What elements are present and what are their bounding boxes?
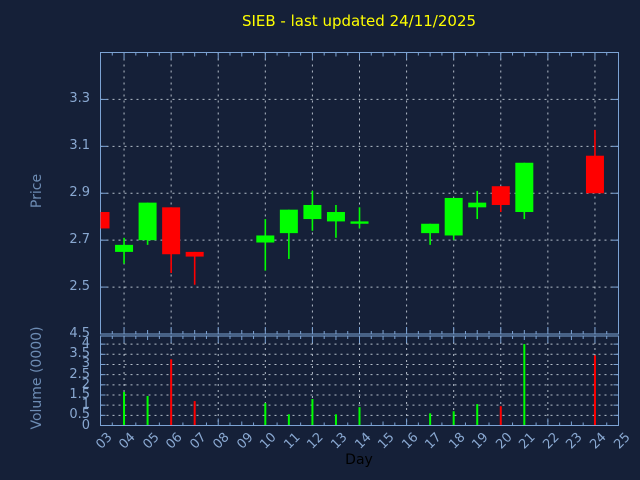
chart-title: SIEB - last updated 24/11/2025: [241, 12, 477, 30]
volume-tick-label: 2.5: [69, 366, 90, 382]
volume-tick-label: 4.5: [69, 325, 90, 341]
day-axis-title: Day: [345, 452, 373, 468]
candle-body-day-03: [100, 212, 110, 229]
candle-body-day-14: [350, 221, 369, 224]
candle-body-day-11: [279, 209, 298, 234]
gridlines: [100, 52, 619, 426]
volume-tick-label: 2: [81, 376, 90, 392]
candle-body-day-17: [421, 223, 440, 234]
candle-body-day-07: [185, 251, 204, 257]
price-tick-label: 2.7: [69, 232, 90, 248]
price-tick-label: 2.9: [69, 185, 90, 201]
candle-body-day-05: [138, 202, 157, 241]
candle-body-day-21: [515, 162, 534, 213]
volume-tick-label: 1: [81, 397, 90, 413]
candle-body-day-19: [468, 202, 487, 208]
candle-body-day-18: [444, 197, 463, 236]
candle-body-day-04: [115, 244, 134, 252]
price-tick-label: 2.5: [69, 279, 90, 295]
candle-body-day-06: [162, 207, 181, 255]
candle-body-day-10: [256, 235, 275, 243]
volume-tick-label: 3: [81, 356, 90, 372]
volume-tick-label: 4: [81, 336, 90, 352]
candle-body-day-20: [491, 186, 510, 205]
price-tick-label: 3.3: [69, 91, 90, 107]
tick-marks: [100, 52, 619, 426]
volume-tick-label: 0.5: [69, 407, 90, 423]
volume-tick-label: 0: [81, 417, 90, 433]
candle-body-day-13: [326, 212, 345, 222]
volume-tick-label: 3.5: [69, 346, 90, 362]
candle-body-day-12: [303, 204, 322, 220]
price-tick-label: 3.1: [69, 138, 90, 154]
candles: [100, 129, 604, 285]
candle-body-day-24: [585, 155, 604, 194]
volume-tick-label: 1.5: [69, 386, 90, 402]
volume-bars: [123, 344, 596, 425]
